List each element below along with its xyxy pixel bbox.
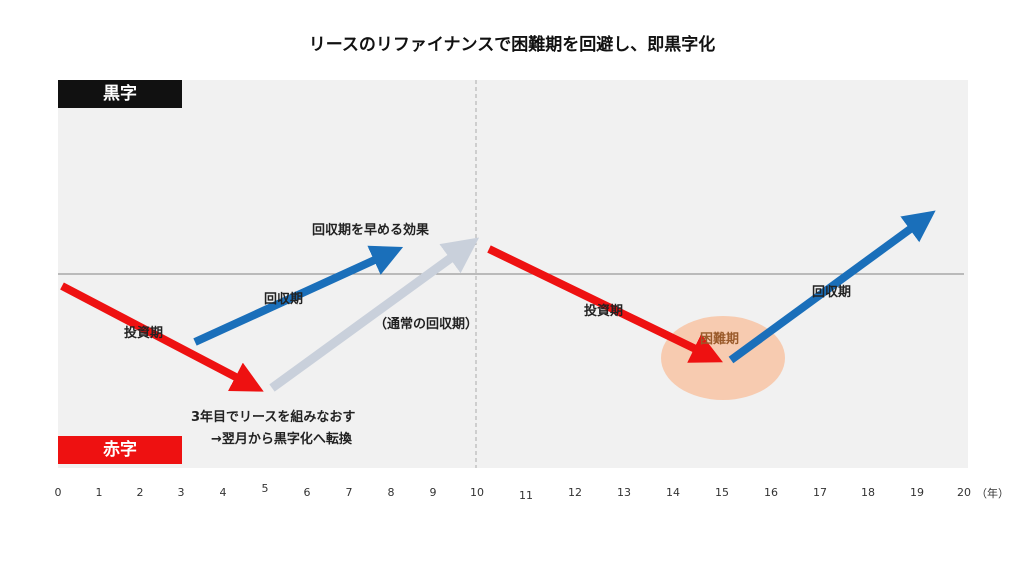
x-tick: 6 (303, 486, 311, 499)
x-tick: 11 (519, 489, 533, 502)
investment-arrow-1 (60, 282, 264, 392)
x-tick: 16 (764, 486, 778, 499)
recovery-arrow-2 (728, 210, 936, 364)
x-tick: 3 (177, 486, 185, 499)
x-tick: 12 (568, 486, 582, 499)
x-tick: 4 (219, 486, 227, 499)
x-tick: 7 (345, 486, 353, 499)
x-tick: 0 (54, 486, 62, 499)
x-tick: 18 (861, 486, 875, 499)
recovery-label-2: 回収期 (812, 285, 852, 300)
x-tick: 15 (715, 486, 729, 499)
x-tick: 1 (95, 486, 103, 499)
refinance-note-line2: →翌月から黒字化へ転換 (211, 432, 352, 447)
page-title: リースのリファイナンスで困難期を回避し、即黒字化 (308, 35, 716, 55)
difficulty-label: 困難期 (700, 332, 740, 347)
x-tick: 19 (910, 486, 924, 499)
x-tick: 13 (617, 486, 631, 499)
x-tick: 8 (387, 486, 395, 499)
speedup-effect-label: 回収期を早める効果 (312, 223, 430, 238)
x-tick: 20 (957, 486, 971, 499)
recovery-label-1: 回収期 (264, 292, 304, 307)
normal-recovery-arrow (269, 237, 480, 392)
investment-label-1: 投資期 (124, 326, 164, 341)
x-tick: 2 (136, 486, 144, 499)
loss-badge: 赤字 (58, 436, 182, 464)
investment-arrow-2 (487, 245, 723, 363)
normal-recovery-label: （通常の回収期） (374, 317, 479, 332)
x-tick: 17 (813, 486, 827, 499)
x-axis-unit: （年） (976, 487, 1009, 500)
x-tick: 9 (429, 486, 437, 499)
x-tick: 5 (261, 482, 269, 495)
profit-badge: 黒字 (58, 80, 182, 108)
refinance-note-line1: 3年目でリースを組みなおす (191, 410, 356, 425)
investment-label-2: 投資期 (584, 304, 624, 319)
recovery-arrow-1 (193, 245, 404, 346)
x-tick: 10 (470, 486, 484, 499)
x-tick: 14 (666, 486, 680, 499)
